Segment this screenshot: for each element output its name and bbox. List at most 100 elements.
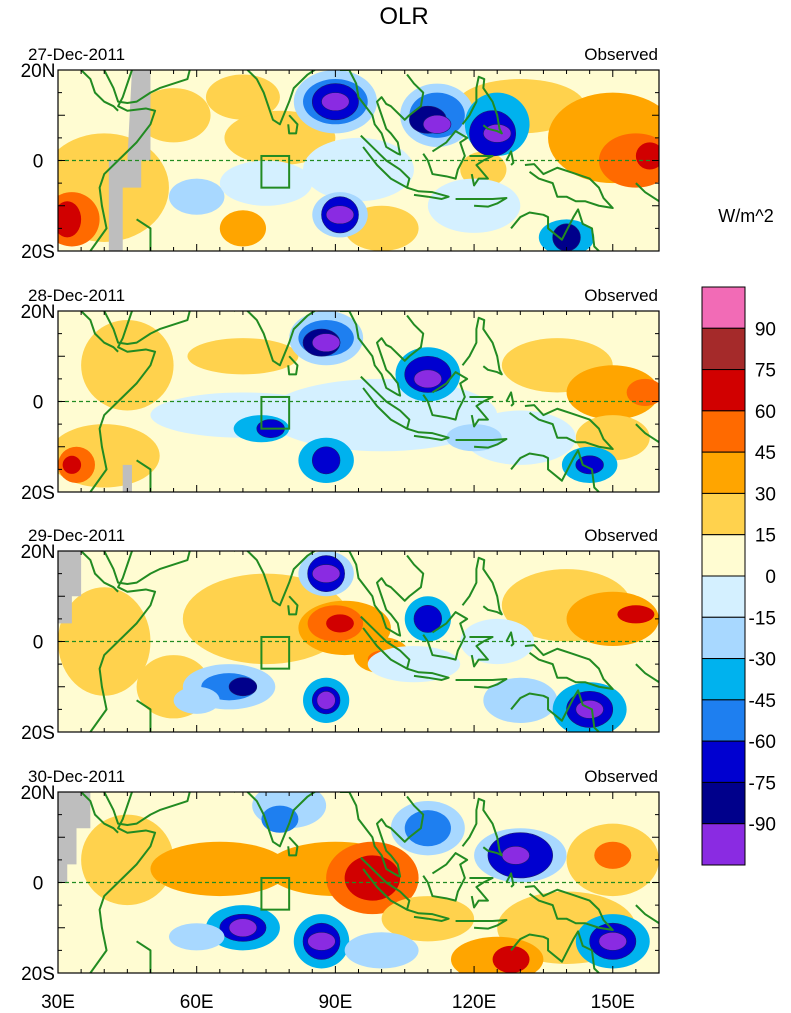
anomaly-contour [325, 205, 355, 225]
panel-label: Observed [584, 286, 658, 305]
coastline [136, 459, 152, 492]
anomaly-contour [316, 690, 336, 710]
coastline [510, 449, 600, 492]
coastline [455, 438, 508, 449]
anomaly-contour [311, 333, 341, 353]
coastline [524, 644, 614, 691]
colorbar-swatch [701, 699, 746, 742]
panel-28-Dec-2011: 20N 0 20S 28-Dec-2011 Observed [21, 286, 660, 504]
anomaly-contour [501, 845, 530, 865]
coastline [469, 635, 494, 668]
colorbar-swatch [701, 781, 746, 825]
colorbar-label: 15 [755, 526, 776, 547]
coastline [461, 556, 503, 616]
coastline [360, 856, 411, 911]
colorbar-label: -15 [749, 608, 776, 629]
coastline [510, 930, 600, 973]
anomaly-contour [261, 805, 299, 833]
panel-date: 29-Dec-2011 [28, 526, 125, 545]
y-tick-label: 0 [33, 152, 44, 173]
anomaly-contour [552, 223, 581, 251]
coastline [505, 150, 515, 166]
coastline [233, 70, 317, 126]
anomaly-contour [219, 160, 313, 206]
coastline [455, 197, 508, 208]
region-box [260, 154, 291, 189]
anomaly-contour [303, 137, 414, 202]
anomaly-contour [460, 618, 535, 665]
x-tick-label: 120E [452, 992, 496, 1013]
anomaly-contour [344, 932, 419, 969]
coastline [89, 792, 157, 973]
y-tick-label: 20S [21, 723, 55, 744]
anomaly-contour [413, 369, 443, 389]
coastline [136, 699, 152, 732]
colorbar-swatch [701, 575, 746, 618]
anomaly-contour [635, 142, 659, 170]
panel-date: 27-Dec-2011 [28, 45, 125, 64]
anomaly-contour [575, 455, 604, 475]
region-box [260, 876, 291, 911]
olr-field [58, 792, 659, 973]
coastline [340, 70, 425, 156]
coastline [469, 395, 494, 428]
anomaly-contour [311, 564, 341, 583]
panel-label: Observed [584, 767, 658, 786]
colorbar-swatch [701, 658, 746, 701]
colorbar-label: -60 [749, 732, 776, 753]
anomaly-contour [617, 605, 655, 624]
colorbar-swatch [701, 823, 746, 866]
colorbar-swatch [701, 369, 746, 412]
coastline [136, 940, 152, 973]
coastline [510, 689, 600, 732]
anomaly-contour [58, 201, 82, 238]
coastline [469, 876, 494, 909]
x-tick-label: 90E [318, 992, 352, 1013]
anomaly-contour [168, 923, 225, 951]
coastline [422, 611, 469, 661]
anomaly-contour [219, 210, 267, 247]
coastline [635, 182, 659, 203]
colorbar-swatch [701, 616, 746, 660]
panel-date: 30-Dec-2011 [28, 767, 125, 786]
colorbar-swatch [701, 410, 746, 453]
coastline [510, 208, 600, 251]
anomaly-contour [492, 945, 530, 973]
coastline [505, 391, 515, 407]
coastline [505, 631, 515, 647]
coastline [406, 427, 450, 441]
coastline [422, 371, 469, 421]
y-tick-label: 0 [33, 393, 44, 414]
colorbar-label: 30 [755, 484, 776, 505]
coastline [340, 311, 425, 397]
coastline [360, 375, 411, 430]
anomaly-contour [321, 92, 350, 112]
olr-field [58, 551, 659, 732]
coastline [340, 551, 425, 637]
anomaly-contour [575, 700, 604, 719]
anomaly-contour [626, 378, 659, 407]
coastline [103, 551, 191, 586]
coastline [455, 919, 508, 930]
y-tick-label: 20S [21, 242, 55, 263]
olr-field [58, 70, 659, 251]
panel-30-Dec-2011: 20N 0 20S 30-Dec-2011 Observed [21, 767, 660, 985]
y-tick-label: 20N [21, 302, 56, 323]
colorbar-label: 75 [755, 361, 776, 382]
colorbar-label: -90 [749, 815, 776, 836]
anomaly-contour [594, 841, 632, 869]
missing-data [58, 551, 82, 624]
anomaly-contour [187, 338, 299, 375]
coastline [80, 311, 119, 353]
coastline [505, 872, 515, 888]
panel-label: Observed [584, 526, 658, 545]
coastline [233, 551, 317, 607]
coastline [524, 885, 614, 932]
x-tick-label: 30E [41, 992, 75, 1013]
y-tick-label: 20S [21, 483, 55, 504]
colorbar-label: -75 [749, 773, 776, 794]
region-box [260, 635, 291, 670]
coastline [80, 70, 119, 112]
anomaly-contour [205, 74, 280, 120]
anomaly-contour [307, 931, 336, 951]
